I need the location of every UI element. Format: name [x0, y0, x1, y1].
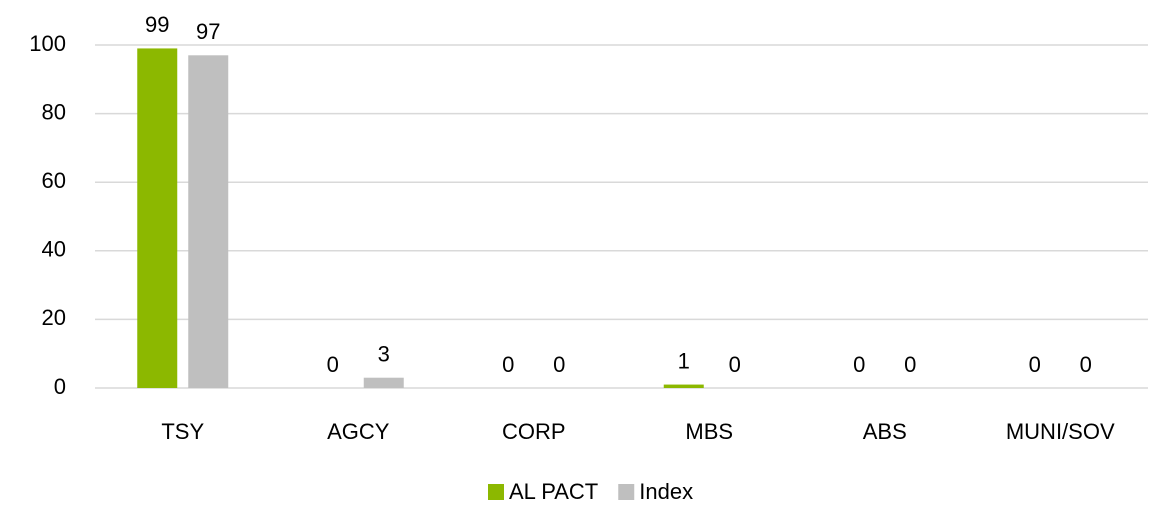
- data-label: 0: [1080, 352, 1092, 377]
- bar: [363, 377, 404, 388]
- bar: [663, 384, 704, 388]
- x-tick-label: MBS: [685, 419, 733, 444]
- data-label: 0: [553, 352, 565, 377]
- data-label: 99: [145, 12, 169, 37]
- x-tick-label: TSY: [161, 419, 204, 444]
- data-label: 1: [678, 348, 690, 373]
- legend-swatch: [618, 484, 635, 500]
- data-label: 0: [327, 352, 339, 377]
- x-tick-label: AGCY: [327, 419, 390, 444]
- y-tick-label: 20: [42, 305, 66, 330]
- y-tick-label: 100: [29, 31, 66, 56]
- bar: [188, 55, 229, 388]
- legend-label: AL PACT: [509, 479, 598, 504]
- data-label: 0: [904, 352, 916, 377]
- y-tick-label: 40: [42, 237, 66, 262]
- x-tick-label: CORP: [502, 419, 566, 444]
- data-label: 97: [196, 19, 220, 44]
- data-label: 3: [378, 342, 390, 367]
- data-label: 0: [502, 352, 514, 377]
- bar: [137, 48, 178, 389]
- x-tick-label: ABS: [863, 419, 907, 444]
- y-tick-label: 0: [54, 374, 66, 399]
- data-label: 0: [853, 352, 865, 377]
- legend-swatch: [488, 484, 504, 500]
- legend-label: Index: [639, 479, 693, 504]
- data-label: 0: [729, 352, 741, 377]
- data-label: 0: [1029, 352, 1041, 377]
- y-tick-label: 80: [42, 99, 66, 124]
- x-tick-label: MUNI/SOV: [1006, 419, 1115, 444]
- y-tick-label: 60: [42, 168, 66, 193]
